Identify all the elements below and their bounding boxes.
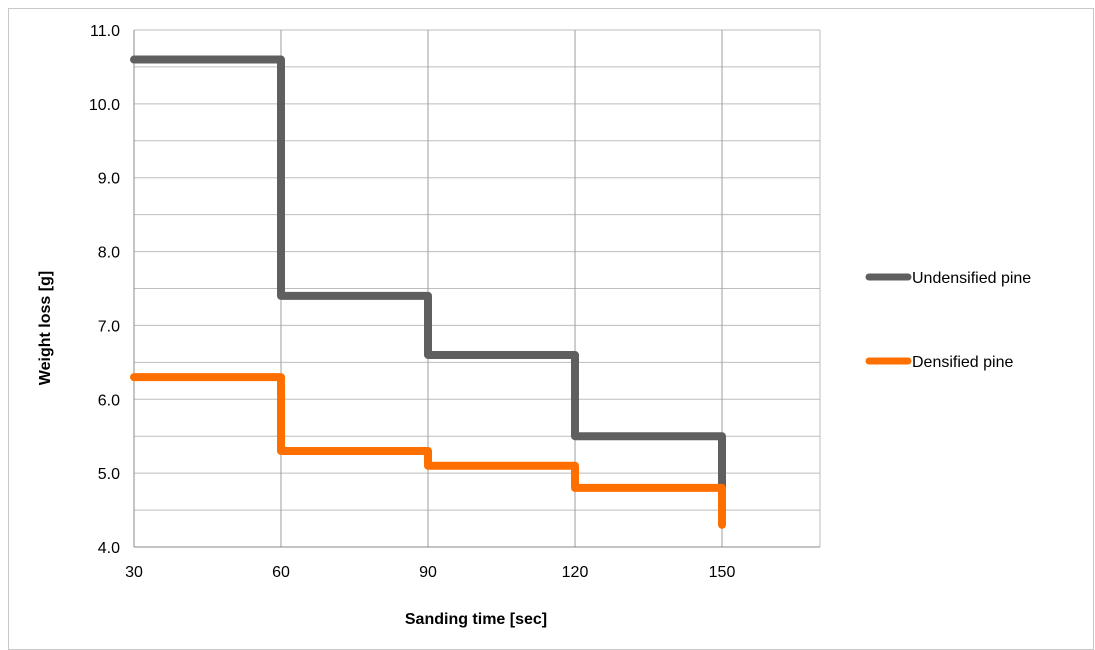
legend-label: Undensified pine bbox=[912, 270, 1031, 287]
y-tick-label: 11.0 bbox=[90, 23, 120, 40]
y-tick-label: 10.0 bbox=[89, 97, 120, 114]
x-tick-label: 30 bbox=[125, 564, 143, 581]
y-tick-label: 9.0 bbox=[98, 171, 120, 188]
y-tick-label: 5.0 bbox=[98, 466, 120, 483]
x-tick-label: 60 bbox=[272, 564, 290, 581]
y-axis-title: Weight loss [g] bbox=[37, 271, 54, 385]
y-tick-label: 8.0 bbox=[98, 245, 120, 262]
series-line-densified bbox=[130, 373, 726, 529]
axes: 4.0 5.0 6.0 7.0 8.0 9.0 10.0 11.0 30 60 90 120 150 bbox=[89, 23, 821, 581]
chart-frame bbox=[8, 8, 1094, 650]
legend-label: Densified pine bbox=[912, 354, 1014, 371]
y-tick-label: 7.0 bbox=[98, 318, 120, 335]
y-tick-label: 4.0 bbox=[98, 540, 120, 557]
y-tick-label: 6.0 bbox=[98, 392, 120, 409]
series-line-undensified bbox=[130, 55, 726, 492]
x-tick-label: 120 bbox=[562, 564, 589, 581]
x-axis-title: Sanding time [sec] bbox=[405, 611, 547, 628]
x-tick-label: 150 bbox=[709, 564, 736, 581]
x-tick-label: 90 bbox=[419, 564, 437, 581]
series-group bbox=[130, 55, 726, 529]
legend: Undensified pine Densified pine bbox=[865, 270, 1031, 371]
